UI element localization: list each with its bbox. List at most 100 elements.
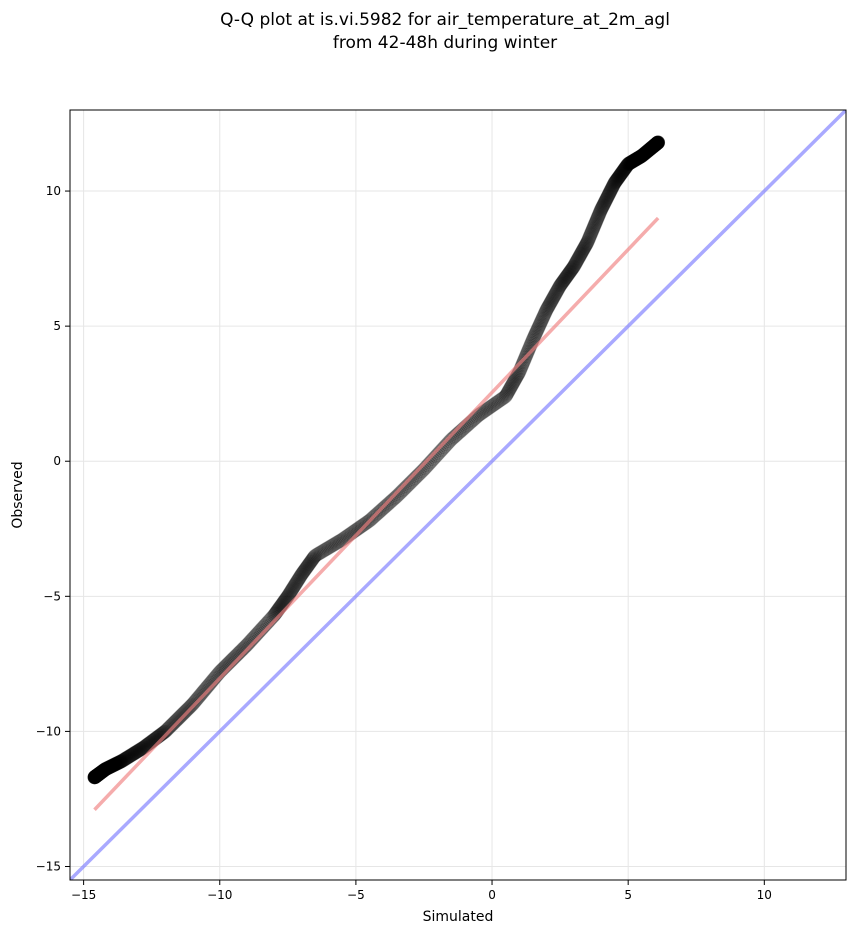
data-point [598,192,613,207]
data-point [632,150,647,165]
data-point [574,245,589,260]
data-point [93,765,108,780]
data-point [597,195,612,210]
data-point [593,204,608,219]
data-point [647,138,662,153]
data-point [87,770,102,785]
data-point [91,767,106,782]
data-point [88,769,103,784]
data-point [90,768,105,783]
data-point [478,403,493,418]
data-point [540,301,555,316]
data-point [355,518,370,533]
data-point [170,712,185,727]
data-point [328,536,343,551]
data-point [579,237,594,252]
data-point [484,398,499,413]
data-point [302,556,317,571]
data-point [647,138,662,153]
fit-line [93,216,660,811]
data-point [640,144,655,159]
data-point [105,758,120,773]
y-tick-label: 0 [53,454,61,468]
data-point [88,769,103,784]
data-point [94,764,109,779]
data-point [107,757,122,772]
data-point [110,756,125,771]
data-point [96,763,111,778]
identity-line-layer [70,110,846,880]
data-point [587,219,602,234]
data-point [283,584,298,599]
data-point [293,568,308,583]
data-point [553,277,568,292]
data-point [278,592,293,607]
data-point [101,760,116,775]
data-point [634,148,649,163]
data-point [621,157,636,172]
data-point [619,159,634,174]
data-point [616,163,631,178]
data-point [105,758,120,773]
data-point [601,188,616,203]
data-point [635,148,650,163]
data-point [188,693,203,708]
data-point [586,221,601,236]
data-point [487,397,502,412]
data-point [648,137,663,152]
data-point [93,766,108,781]
data-point [596,198,611,213]
data-point [608,173,623,188]
data-point [547,289,562,304]
data-point [586,220,601,235]
data-point [644,140,659,155]
data-point [630,151,645,166]
data-point [643,141,658,156]
data-point [650,136,665,151]
data-point [650,135,665,150]
data-point [319,542,334,557]
data-point [486,398,501,413]
data-point [315,544,330,559]
data-point [650,135,665,150]
data-point [479,402,494,417]
data-point [113,754,128,769]
data-point [589,213,604,228]
data-point [628,152,643,167]
data-point [91,767,106,782]
data-point [651,135,666,150]
data-point [583,227,598,242]
data-point [95,764,110,779]
data-point [536,310,551,325]
data-point [631,150,646,165]
data-point [387,491,402,506]
data-point [568,256,583,271]
data-point [173,709,188,724]
data-point [95,764,110,779]
data-point [606,177,621,192]
data-point [645,140,660,155]
data-point [137,739,152,754]
data-point [644,140,659,155]
data-point [303,555,318,570]
data-point [291,572,306,587]
data-point [139,738,154,753]
data-point [644,141,659,156]
data-point [87,770,102,785]
data-point [483,399,498,414]
data-point [626,154,641,169]
data-point [648,137,663,152]
data-point [629,152,644,167]
data-point [287,578,302,593]
data-point [566,260,581,275]
data-point [625,154,640,169]
data-point [503,381,518,396]
data-point [321,540,336,555]
data-point [88,769,103,784]
data-point [124,747,139,762]
data-point [578,238,593,253]
data-point [95,764,110,779]
data-point [87,770,102,785]
data-point [605,179,620,194]
data-point [603,184,618,199]
